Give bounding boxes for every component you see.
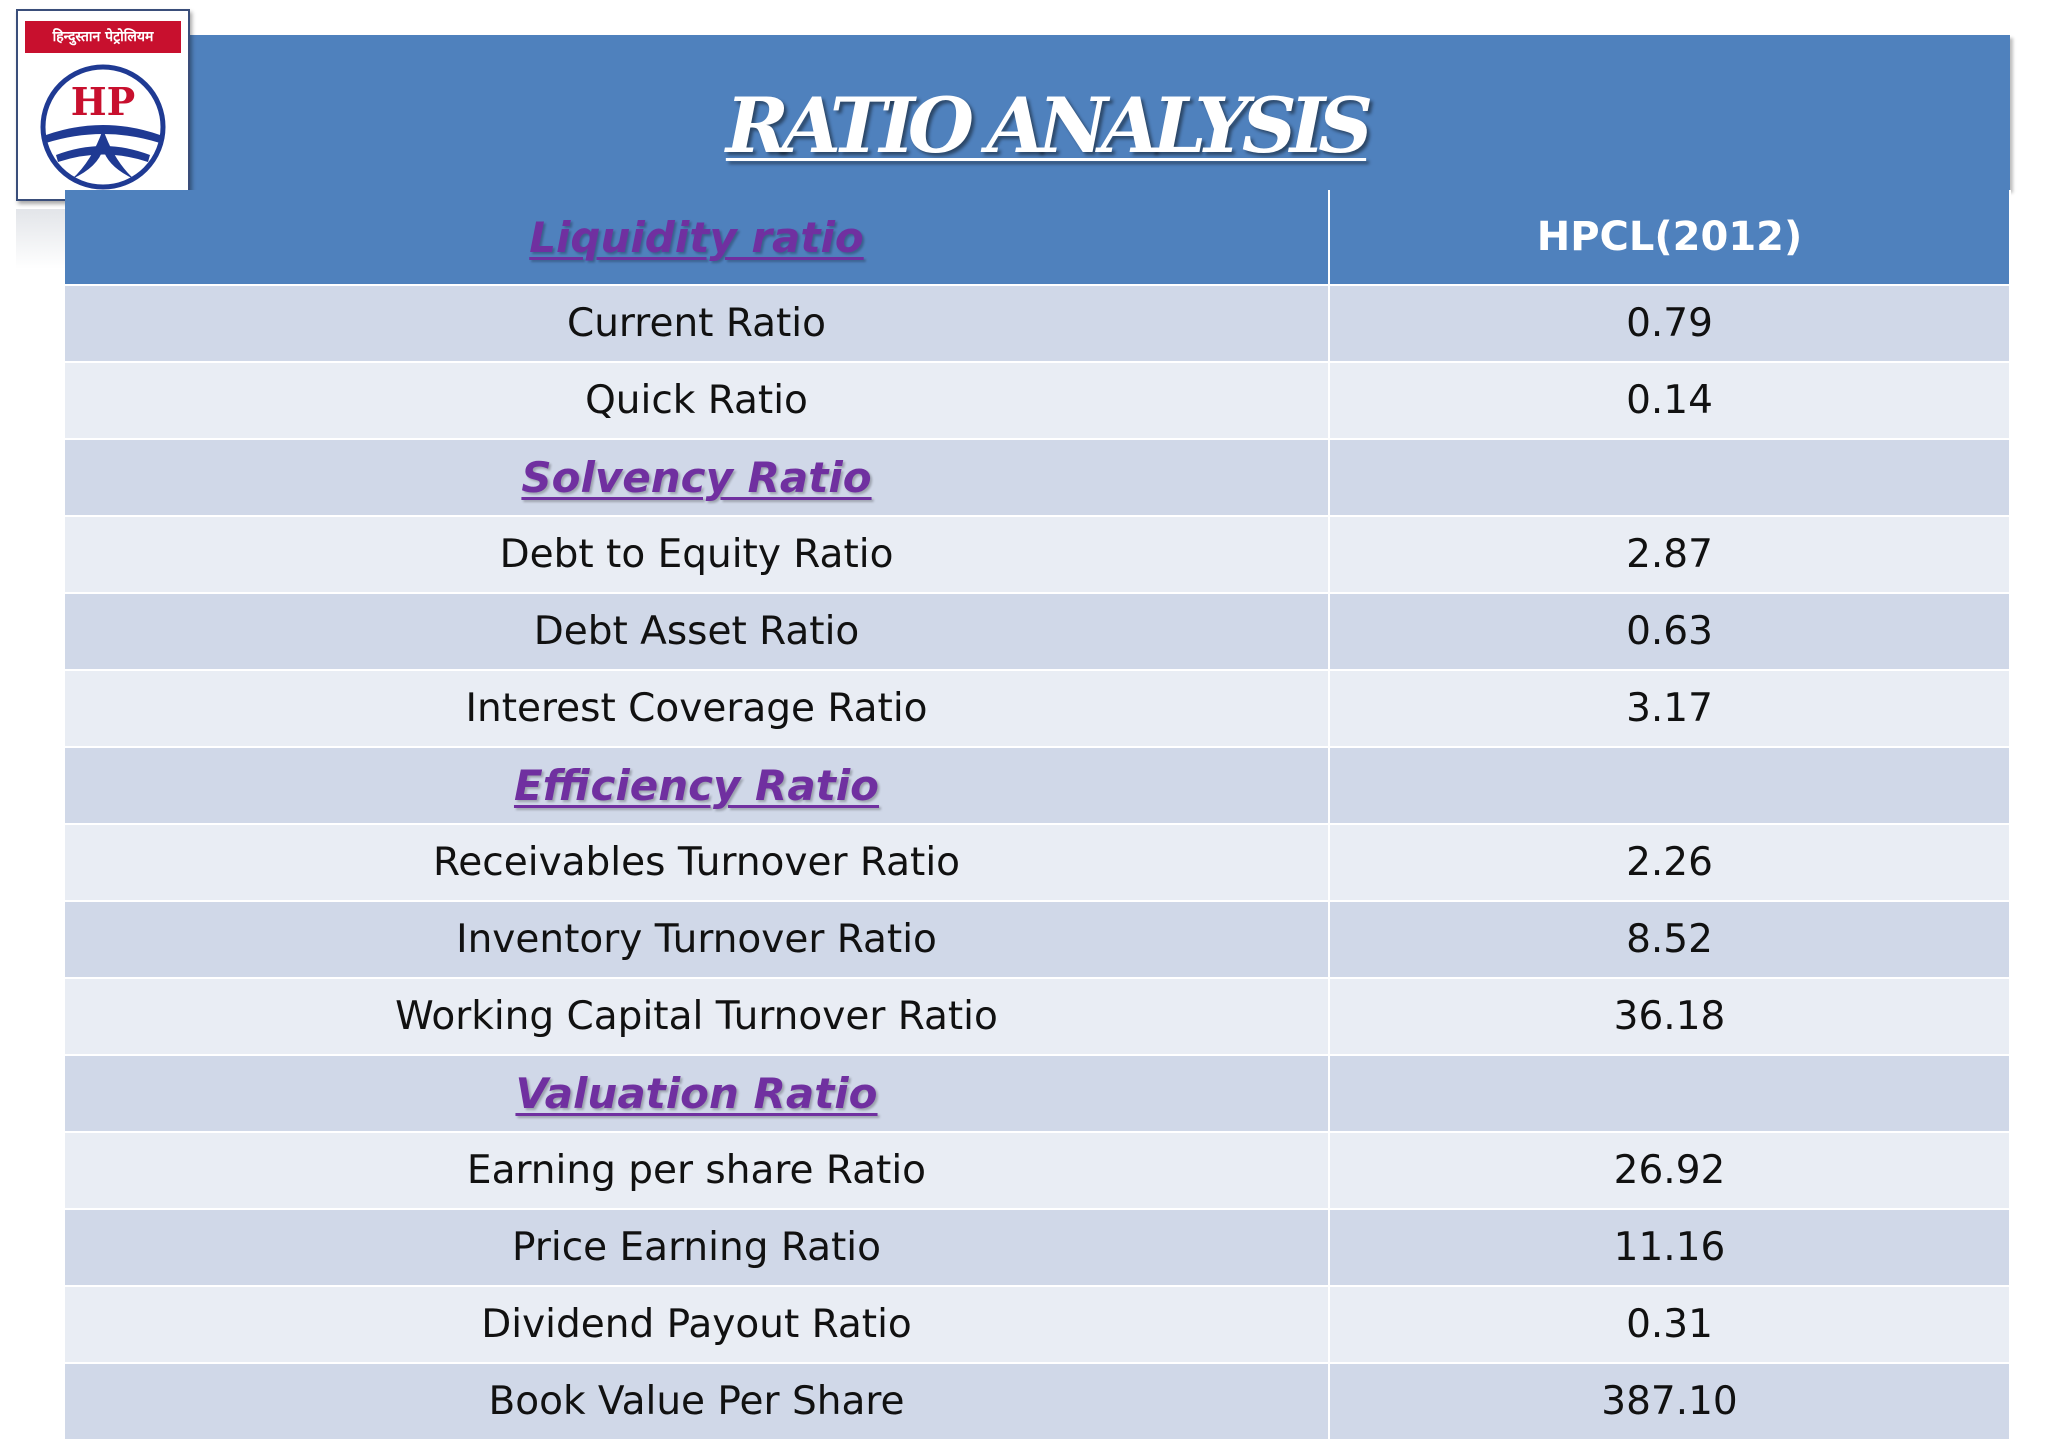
- section-row: Efficiency Ratio: [65, 747, 2011, 825]
- row-value: 3.17: [1329, 670, 2011, 748]
- row-label: Inventory Turnover Ratio: [65, 901, 1330, 979]
- row-value: 0.79: [1329, 285, 2011, 363]
- table-row: Debt Asset Ratio 0.63: [65, 593, 2011, 671]
- row-label: Receivables Turnover Ratio: [65, 824, 1330, 902]
- row-value: 0.31: [1329, 1286, 2011, 1364]
- row-label: Interest Coverage Ratio: [65, 670, 1330, 748]
- section-cell: Valuation Ratio: [65, 1055, 1330, 1133]
- logo-emblem-text: HP: [71, 79, 135, 124]
- hp-emblem-icon: HP: [40, 64, 166, 190]
- row-label: Working Capital Turnover Ratio: [65, 978, 1330, 1056]
- efficiency-section-label: Efficiency Ratio: [513, 761, 880, 810]
- section-cell: Solvency Ratio: [65, 439, 1330, 517]
- row-value: [1329, 1055, 2011, 1133]
- section-row: Valuation Ratio: [65, 1055, 2011, 1133]
- row-label: Earning per share Ratio: [65, 1132, 1330, 1210]
- row-value: [1329, 747, 2011, 825]
- row-value: 11.16: [1329, 1209, 2011, 1287]
- row-value: 0.63: [1329, 593, 2011, 671]
- table-row: Current Ratio 0.79: [65, 285, 2011, 363]
- row-label: Current Ratio: [65, 285, 1330, 363]
- table-row: Debt to Equity Ratio 2.87: [65, 516, 2011, 594]
- table-row: Interest Coverage Ratio 3.17: [65, 670, 2011, 748]
- row-label: Dividend Payout Ratio: [65, 1286, 1330, 1364]
- section-cell: Efficiency Ratio: [65, 747, 1330, 825]
- row-value: [1329, 439, 2011, 517]
- slide-title: RATIO ANALYSIS: [725, 81, 1373, 170]
- table-row: Price Earning Ratio 11.16: [65, 1209, 2011, 1287]
- row-value: 8.52: [1329, 901, 2011, 979]
- row-value: 2.26: [1329, 824, 2011, 902]
- row-label: Debt Asset Ratio: [65, 593, 1330, 671]
- ratio-table: Liquidity ratio HPCL(2012) Current Ratio…: [65, 190, 2011, 1441]
- row-label: Debt to Equity Ratio: [65, 516, 1330, 594]
- hp-logo: हिन्दुस्तान पेट्रोलियम HP: [16, 9, 190, 201]
- table-row: Dividend Payout Ratio 0.31: [65, 1286, 2011, 1364]
- row-value: 387.10: [1329, 1363, 2011, 1441]
- row-label: Quick Ratio: [65, 362, 1330, 440]
- row-value: 36.18: [1329, 978, 2011, 1056]
- row-label: Price Earning Ratio: [65, 1209, 1330, 1287]
- table-row: Book Value Per Share 387.10: [65, 1363, 2011, 1441]
- row-label: Book Value Per Share: [65, 1363, 1330, 1441]
- logo-banner: हिन्दुस्तान पेट्रोलियम: [25, 21, 181, 53]
- row-value: 0.14: [1329, 362, 2011, 440]
- table-row: Receivables Turnover Ratio 2.26: [65, 824, 2011, 902]
- valuation-section-label: Valuation Ratio: [515, 1069, 878, 1118]
- table-row: Inventory Turnover Ratio 8.52: [65, 901, 2011, 979]
- table-row: Quick Ratio 0.14: [65, 362, 2011, 440]
- row-value: 26.92: [1329, 1132, 2011, 1210]
- solvency-section-label: Solvency Ratio: [521, 453, 872, 502]
- table-row: Working Capital Turnover Ratio 36.18: [65, 978, 2011, 1056]
- table-header-metric: Liquidity ratio: [65, 190, 1330, 286]
- row-value: 2.87: [1329, 516, 2011, 594]
- section-row: Solvency Ratio: [65, 439, 2011, 517]
- table-row: Earning per share Ratio 26.92: [65, 1132, 2011, 1210]
- table-header-row: Liquidity ratio HPCL(2012): [65, 190, 2011, 286]
- table-header-value: HPCL(2012): [1329, 190, 2011, 286]
- title-band: [65, 35, 2010, 190]
- liquidity-section-label: Liquidity ratio: [529, 212, 864, 262]
